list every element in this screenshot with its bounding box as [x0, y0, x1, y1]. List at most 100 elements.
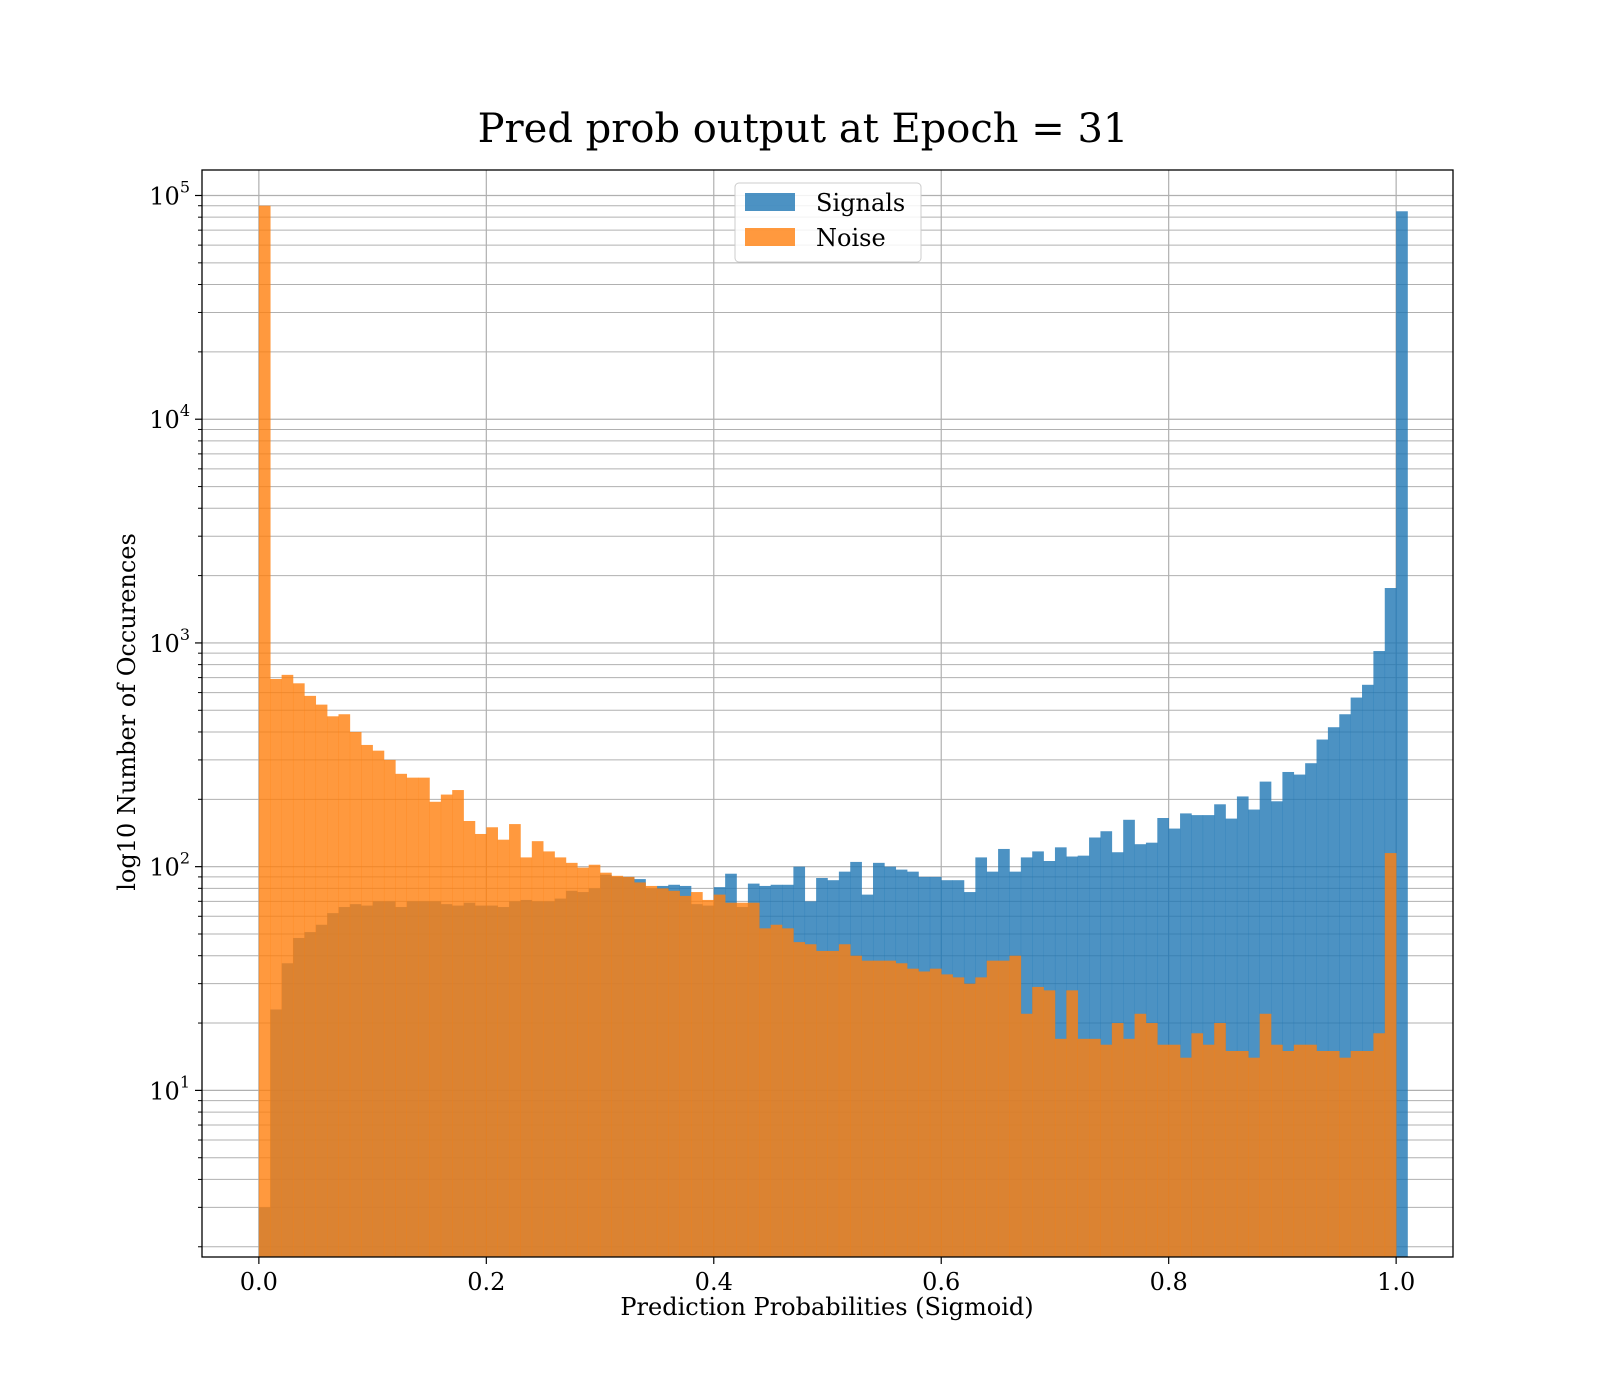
- histogram-bar: [816, 950, 828, 1257]
- histogram-bar: [1282, 771, 1295, 1257]
- histogram-bar: [383, 759, 396, 1257]
- histogram-bar: [691, 892, 703, 1257]
- histogram-bar: [361, 744, 373, 1257]
- y-tick-label: 104: [149, 401, 190, 434]
- histogram-bar: [872, 960, 885, 1257]
- histogram-bar: [1305, 763, 1317, 1257]
- histogram-bar: [1191, 1033, 1204, 1257]
- histogram-bar: [395, 773, 408, 1257]
- histogram-bar: [429, 801, 442, 1257]
- histogram-bar: [1384, 853, 1397, 1257]
- histogram-bar: [622, 876, 635, 1257]
- histogram-bar: [611, 875, 624, 1257]
- histogram-bar: [497, 839, 510, 1257]
- y-axis-label: log10 Number of Occurences: [113, 533, 141, 891]
- histogram-bar: [1248, 809, 1260, 1257]
- histogram-bar: [543, 851, 555, 1257]
- histogram-bar: [782, 928, 794, 1257]
- histogram-bar: [520, 857, 533, 1257]
- histogram-bar: [1236, 796, 1249, 1257]
- y-tick-label: 102: [149, 849, 190, 882]
- histogram-bar: [1350, 1050, 1363, 1257]
- histogram-bar: [372, 750, 385, 1257]
- histogram-bar: [1293, 774, 1306, 1257]
- histogram-bar: [418, 777, 430, 1257]
- histogram-bar: [1180, 813, 1192, 1257]
- histogram-bar: [1009, 955, 1022, 1257]
- histogram-bar: [963, 983, 976, 1257]
- histogram-bar: [1248, 1057, 1260, 1257]
- histogram-bar: [656, 888, 669, 1257]
- histogram-bar: [1020, 1013, 1033, 1257]
- histogram-bar: [736, 902, 749, 1257]
- histogram-bar: [292, 683, 305, 1257]
- histogram-bar: [281, 674, 294, 1257]
- histogram-bar: [793, 942, 806, 1257]
- histogram-bar: [895, 963, 908, 1257]
- histogram-bar: [474, 833, 487, 1257]
- histogram-bar: [941, 974, 953, 1257]
- x-tick-label: 0.0: [240, 1268, 278, 1296]
- histogram-bar: [1157, 818, 1169, 1257]
- histogram-bar: [1316, 1050, 1329, 1257]
- x-tick-label: 0.8: [1150, 1268, 1188, 1296]
- histogram-bar: [998, 960, 1010, 1257]
- histogram-bar: [884, 960, 897, 1257]
- histogram-bar: [861, 960, 874, 1257]
- histogram-bar: [1327, 727, 1340, 1257]
- bars-layer: [258, 205, 1408, 1258]
- histogram-bar: [554, 857, 567, 1257]
- histogram-bar: [679, 895, 692, 1257]
- histogram-bar: [634, 882, 646, 1257]
- histogram-bar: [1168, 1044, 1181, 1257]
- histogram-bar: [1089, 1038, 1101, 1257]
- plot-frame: [201, 169, 1454, 1258]
- histogram-bar: [952, 977, 965, 1257]
- histogram-bar: [1282, 1050, 1295, 1257]
- legend: Signals Noise: [734, 182, 922, 263]
- histogram-bar: [1123, 1038, 1135, 1257]
- histogram-bar: [600, 872, 612, 1257]
- legend-swatch-signals: [745, 193, 795, 211]
- histogram-bar: [1168, 828, 1181, 1257]
- histogram-bar: [1339, 714, 1351, 1257]
- histogram-bar: [1202, 1044, 1215, 1257]
- histogram-bar: [1123, 819, 1135, 1257]
- x-tick-label: 0.4: [695, 1268, 733, 1296]
- histogram-bar: [725, 902, 737, 1257]
- histogram-bar: [975, 977, 988, 1257]
- histogram-bar: [1339, 1057, 1351, 1257]
- legend-label-signals: Signals: [816, 189, 905, 217]
- histogram-bar: [645, 885, 658, 1257]
- histogram-bar: [463, 820, 476, 1257]
- histogram-bar: [1100, 1044, 1113, 1257]
- histogram-bar: [588, 864, 601, 1257]
- y-tick-label: 101: [149, 1072, 190, 1105]
- histogram-bar: [1066, 990, 1078, 1257]
- histogram-bar: [770, 924, 783, 1257]
- histogram-bar: [452, 790, 464, 1257]
- histogram-bar: [1225, 818, 1238, 1257]
- histogram-bar: [702, 899, 715, 1257]
- histogram-bar: [1271, 801, 1283, 1257]
- histogram-bar: [486, 827, 498, 1257]
- histogram-bar: [1134, 1013, 1147, 1257]
- histogram-bar: [1236, 1050, 1249, 1257]
- histogram-bar: [918, 971, 931, 1257]
- series-noise: [258, 205, 1397, 1257]
- histogram-bar: [1305, 1044, 1317, 1257]
- histogram-bar: [986, 960, 999, 1257]
- histogram-bar: [713, 894, 726, 1257]
- x-tick-label: 0.2: [467, 1268, 505, 1296]
- histogram-bar: [1316, 739, 1329, 1257]
- histogram-bar: [759, 928, 771, 1257]
- histogram-bar: [509, 824, 521, 1257]
- histogram-bar: [1373, 651, 1386, 1257]
- histogram-bar: [1054, 1038, 1067, 1257]
- histogram-bar: [1077, 1038, 1090, 1257]
- x-tick-label: 0.6: [922, 1268, 960, 1296]
- histogram-bar: [1157, 1044, 1169, 1257]
- y-tick-label: 105: [149, 177, 190, 210]
